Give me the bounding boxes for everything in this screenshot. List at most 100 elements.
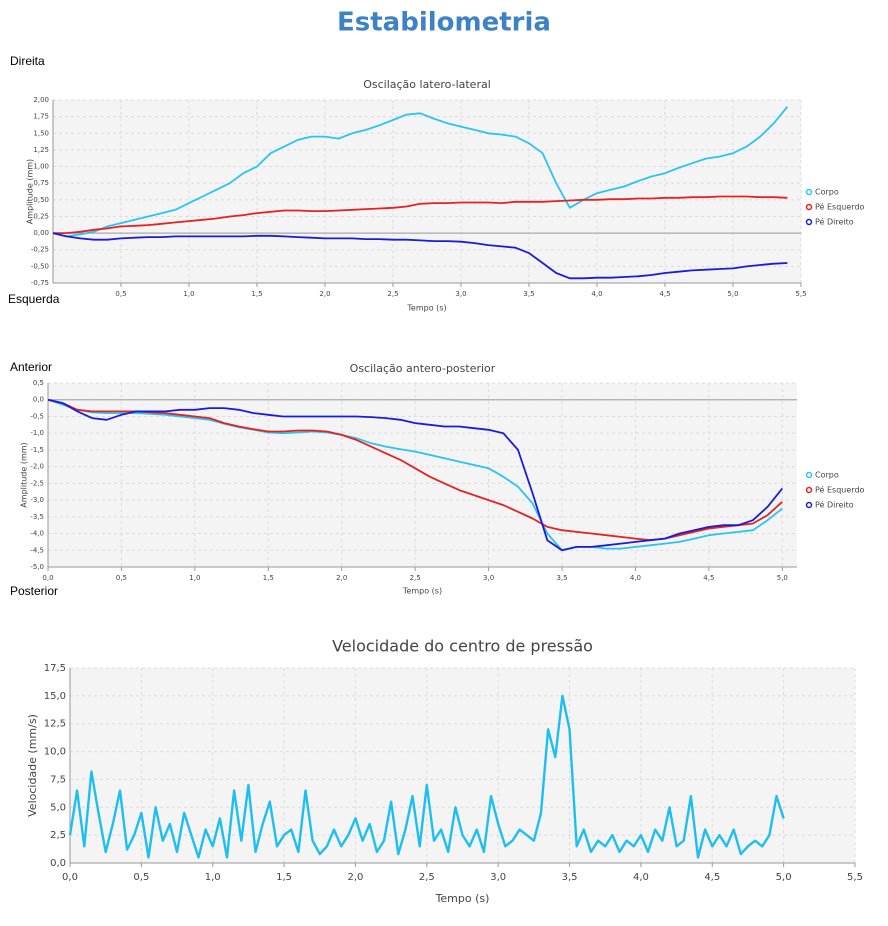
x-tick-label: 5,0 [727,290,738,298]
y-tick-label: -0,50 [31,262,49,270]
x-tick-label: 0,0 [42,574,53,582]
legend-label: Pé Direito [815,500,854,510]
legend-marker [805,188,813,196]
y-tick-label: -2,5 [30,479,44,487]
y-tick-label: -3,0 [30,496,44,504]
x-tick-label: 2,5 [387,290,398,298]
legend-label: Pé Direito [815,217,854,227]
y-tick-label: 1,75 [33,113,49,121]
x-tick-label: 3,5 [523,290,534,298]
y-tick-label: -1,0 [30,429,44,437]
x-tick-label: 4,0 [630,574,641,582]
y-tick-label: 2,00 [33,96,49,104]
x-axis-label: Tempo (s) [406,304,446,313]
x-tick-label: 2,5 [419,872,435,883]
y-tick-label: 0,00 [33,229,49,237]
legend-marker [805,471,813,479]
chart-title: Oscilação latero-lateral [363,78,491,91]
x-tick-label: 2,0 [319,290,330,298]
y-tick-label: 1,25 [33,146,49,154]
legend-label: Corpo [815,188,839,197]
y-tick-label: 1,50 [33,129,49,137]
legend-label: Pé Esquerdo [815,202,865,212]
x-tick-label: 4,5 [659,290,670,298]
x-tick-label: 3,5 [562,872,578,883]
x-tick-label: 0,5 [116,574,127,582]
x-tick-label: 4,5 [704,872,720,883]
y-tick-label: 0,0 [50,858,66,869]
legend-label: Pé Esquerdo [815,485,865,495]
x-tick-label: 3,0 [455,290,466,298]
data-line [47,398,783,552]
x-tick-label: 1,0 [189,574,200,582]
x-tick-label: 2,0 [348,872,364,883]
y-tick-label: -0,75 [31,279,49,287]
x-tick-label: 0,0 [62,872,78,883]
x-tick-label: 5,5 [795,290,806,298]
data-line [52,232,788,280]
x-tick-label: 1,5 [251,290,262,298]
y-tick-label: 2,5 [50,830,66,841]
x-tick-label: 5,0 [777,574,788,582]
x-tick-label: 2,5 [410,574,421,582]
y-tick-label: 1,00 [33,163,49,171]
legend-marker [805,218,813,226]
legend-marker [805,203,813,211]
x-tick-label: 1,0 [205,872,221,883]
x-tick-label: 0,5 [115,290,126,298]
y-tick-label: 0,5 [33,379,44,387]
y-tick-label: -4,0 [30,530,44,538]
x-tick-label: 1,5 [263,574,274,582]
y-axis-label: Amplitude (mm) [26,159,35,224]
side-label: Esquerda [8,292,60,306]
y-tick-label: -0,25 [31,246,49,254]
y-tick-label: -0,5 [30,412,44,420]
y-tick-label: 0,75 [33,179,49,187]
legend-marker [805,501,813,509]
y-axis-label: Amplitude (mm) [20,442,29,507]
x-axis-label: Tempo (s) [402,587,442,596]
page-title: Estabilometria [337,8,551,38]
y-tick-label: 0,0 [33,396,44,404]
y-tick-label: -2,0 [30,463,44,471]
x-tick-label: 3,0 [483,574,494,582]
legend-marker [805,486,813,494]
y-tick-label: 12,5 [44,719,66,730]
x-tick-label: 2,0 [336,574,347,582]
y-tick-label: 5,0 [50,802,66,813]
x-tick-label: 1,0 [183,290,194,298]
y-tick-label: 7,5 [50,774,66,785]
side-label: Posterior [10,584,58,598]
x-tick-label: 5,5 [847,872,863,883]
legend-label: Corpo [815,471,839,480]
y-tick-label: -3,5 [30,513,44,521]
x-tick-label: 4,0 [633,872,649,883]
data-line [68,694,785,859]
y-tick-label: 15,0 [44,691,66,702]
plot-area [53,100,801,283]
x-tick-label: 4,5 [703,574,714,582]
y-tick-label: 17,5 [44,663,66,674]
x-tick-label: 4,0 [591,290,602,298]
y-tick-label: -1,5 [30,446,44,454]
x-tick-label: 3,0 [490,872,506,883]
y-axis-label: Velocidade (mm/s) [26,714,39,817]
data-line [53,195,788,234]
side-label: Anterior [10,360,52,374]
x-axis-label: Tempo (s) [435,892,490,905]
data-line [47,398,784,552]
y-tick-label: 0,25 [33,212,49,220]
x-tick-label: 1,5 [276,872,292,883]
y-tick-label: 10,0 [44,747,66,758]
x-tick-label: 3,5 [556,574,567,582]
x-tick-label: 0,5 [133,872,149,883]
side-label: Direita [10,54,45,68]
x-tick-label: 5,0 [776,872,792,883]
chart-title: Velocidade do centro de pressão [332,637,593,656]
y-tick-label: -4,5 [30,546,44,554]
data-line [52,106,789,238]
y-tick-label: -5,0 [30,563,44,571]
chart-title: Oscilação antero-posterior [350,362,496,375]
